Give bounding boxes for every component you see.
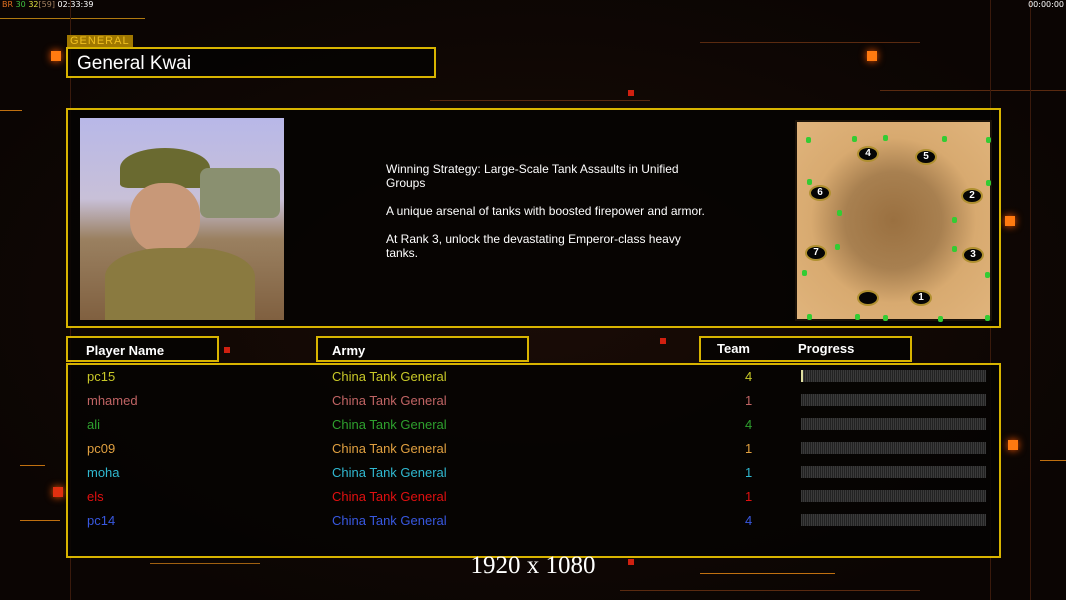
team-number: 1: [745, 441, 753, 456]
start-slot[interactable]: 5: [915, 149, 937, 165]
progress-bar: [801, 418, 986, 430]
team-number: 4: [745, 417, 753, 432]
section-label: GENERAL: [67, 35, 133, 47]
table-row[interactable]: pc14 China Tank General 4: [68, 509, 999, 533]
start-slot[interactable]: 6: [809, 185, 831, 201]
general-name-box: General Kwai: [66, 47, 436, 78]
army-name: China Tank General: [332, 369, 447, 384]
player-name: ali: [87, 417, 101, 432]
player-name: pc09: [87, 441, 116, 456]
army-name: China Tank General: [332, 393, 447, 408]
team-number: 4: [745, 369, 753, 384]
team-number: 1: [745, 393, 753, 408]
progress-bar: [801, 442, 986, 454]
column-header-team: Team: [717, 341, 750, 356]
team-number: 1: [745, 465, 753, 480]
player-name: pc15: [87, 369, 116, 384]
general-portrait: [80, 118, 284, 320]
start-slot[interactable]: 3: [962, 247, 984, 263]
progress-bar: [801, 490, 986, 502]
progress-bar: [801, 514, 986, 526]
player-name: mhamed: [87, 393, 138, 408]
progress-bar: [801, 394, 986, 406]
table-row[interactable]: mhamed China Tank General 1: [68, 389, 999, 413]
army-name: China Tank General: [332, 441, 447, 456]
team-number: 1: [745, 489, 753, 504]
table-row[interactable]: pc15 China Tank General 4: [68, 365, 999, 389]
progress-bar: [801, 370, 986, 382]
column-header-progress: Progress: [798, 341, 855, 356]
table-row[interactable]: els China Tank General 1: [68, 485, 999, 509]
start-slot[interactable]: 7: [805, 245, 827, 261]
army-name: China Tank General: [332, 465, 447, 480]
column-header-player[interactable]: Player Name: [66, 336, 219, 362]
player-name: pc14: [87, 513, 116, 528]
start-slot[interactable]: [857, 290, 879, 306]
table-row[interactable]: ali China Tank General 4: [68, 413, 999, 437]
table-row[interactable]: pc09 China Tank General 1: [68, 437, 999, 461]
general-name: General Kwai: [77, 53, 192, 74]
army-name: China Tank General: [332, 513, 447, 528]
fps-counter: BR 30 32[59] 02:33:39: [2, 0, 94, 9]
start-slot[interactable]: 4: [857, 146, 879, 162]
map-preview[interactable]: 4 5 6 2 7 3 1: [795, 120, 992, 322]
start-slot[interactable]: 2: [961, 188, 983, 204]
player-table: pc15 China Tank General 4 mhamed China T…: [66, 363, 1001, 558]
player-name: moha: [87, 465, 120, 480]
player-name: els: [87, 489, 104, 504]
army-name: China Tank General: [332, 489, 447, 504]
column-header-army[interactable]: Army: [316, 336, 529, 362]
table-row[interactable]: moha China Tank General 1: [68, 461, 999, 485]
start-slot[interactable]: 1: [910, 290, 932, 306]
general-description: Winning Strategy: Large-Scale Tank Assau…: [386, 162, 705, 260]
general-info-panel: Winning Strategy: Large-Scale Tank Assau…: [66, 108, 1001, 328]
game-timer: 00:00:00: [1028, 0, 1064, 9]
resolution-caption: 1920 x 1080: [470, 552, 596, 579]
progress-bar: [801, 466, 986, 478]
team-number: 4: [745, 513, 753, 528]
army-name: China Tank General: [332, 417, 447, 432]
column-header-team-progress[interactable]: Team Progress: [699, 336, 912, 362]
